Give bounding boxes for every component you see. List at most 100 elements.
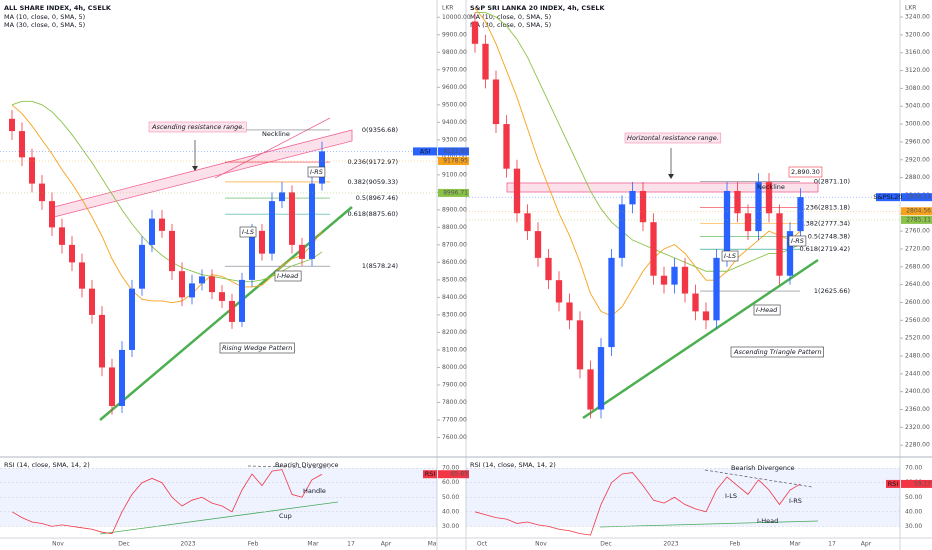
y-tick-label: 7800.00 <box>442 399 467 406</box>
y-tick-label: 7600.00 <box>442 434 467 441</box>
candle-body <box>503 124 510 169</box>
annotation-box <box>219 342 295 354</box>
candle-body <box>139 244 145 289</box>
x-tick-label: Feb <box>730 541 741 548</box>
rsi-annotation: Bearish Divergence <box>275 461 339 469</box>
y-tick-label: 2720.00 <box>905 245 930 252</box>
y-tick-label: 9800.00 <box>442 49 467 56</box>
rsi-tick-label: 60.00 <box>442 479 459 486</box>
candle-body <box>179 271 185 298</box>
candle-body <box>576 320 584 370</box>
indicator-label: MA (30, close, 0, SMA, 5) <box>470 21 551 29</box>
rsi-tag-value: 65.85 <box>451 471 468 478</box>
y-tick-label: 9900.00 <box>442 31 467 38</box>
candle-body <box>259 230 265 254</box>
y-tick-label: 8400.00 <box>442 294 467 301</box>
candle-body <box>249 230 255 280</box>
candle-body <box>566 302 573 321</box>
y-tick-label: 3040.00 <box>905 103 930 110</box>
candle-body <box>660 275 668 285</box>
rsi-annotation: I-Head <box>757 517 778 525</box>
rsi-tag <box>438 470 469 479</box>
candle-body <box>513 168 521 214</box>
candle-body <box>482 43 489 80</box>
annotation: Neckline <box>262 130 290 138</box>
price-tag-value: 2785.11 <box>906 216 931 223</box>
y-tick-label: 9300.00 <box>442 136 467 143</box>
y-tick-label: 9100.00 <box>442 171 467 178</box>
moving-average <box>11 100 323 283</box>
candle-body <box>269 201 275 254</box>
rsi-annotation: I-LS <box>725 492 737 500</box>
divergence-line <box>704 469 813 488</box>
price-tag <box>901 207 932 216</box>
candle-body <box>597 347 605 410</box>
fib-label: 1(8578.24) <box>362 262 398 270</box>
divergence-line <box>247 465 331 469</box>
price-tag <box>438 147 469 156</box>
fib-label: 0.382(2777.34) <box>799 219 850 227</box>
rsi-tick-label: 50.00 <box>905 494 922 501</box>
annotation: Horizontal resistance range. <box>627 134 719 142</box>
rsi-tag <box>901 479 932 488</box>
y-tick-label: 2400.00 <box>905 388 930 395</box>
y-tick-label: 2760.00 <box>905 228 930 235</box>
rsi-tick-label: 70.00 <box>442 465 459 472</box>
y-tick-label: 2440.00 <box>905 370 930 377</box>
x-tick-label: Nov <box>535 541 547 548</box>
annotation-box <box>788 166 823 178</box>
y-tick-label: 3000.00 <box>905 121 930 128</box>
y-tick-label: 2560.00 <box>905 317 930 324</box>
candle-body <box>49 201 55 228</box>
y-tick-label: 2520.00 <box>905 335 930 342</box>
candle-body <box>289 192 295 245</box>
tag-name-text: ASI <box>420 147 431 155</box>
candle-body <box>765 182 773 214</box>
candle-body <box>89 288 95 315</box>
x-tick-label: Mar <box>789 541 801 548</box>
rsi-tick-label: 30.00 <box>905 523 922 530</box>
rsi-trendline <box>99 501 339 535</box>
resistance-range <box>506 182 819 193</box>
neckline <box>214 117 331 179</box>
indicator-label: MA (10, close, 0, SMA, 5) <box>470 13 551 21</box>
y-tick-label: 2600.00 <box>905 299 930 306</box>
y-tick-label: 2480.00 <box>905 352 930 359</box>
candle-body <box>279 192 285 202</box>
x-tick-label: Apr <box>381 541 392 548</box>
y-tick-label: 2320.00 <box>905 424 930 431</box>
x-tick-label: Ma <box>428 541 437 548</box>
candle-body <box>169 230 175 272</box>
candle-body <box>608 257 615 348</box>
annotation-box <box>307 166 326 178</box>
rsi-title: RSI (14, close, SMA, 14, 2) <box>470 461 556 469</box>
rsi-tag-value: 59.17 <box>914 480 931 487</box>
y-tick-label: 9500.00 <box>442 101 467 108</box>
candle-body <box>109 367 115 406</box>
candle-body <box>299 244 305 259</box>
candle-body <box>618 204 626 258</box>
fib-label: 0.618(8875.60) <box>347 210 398 218</box>
rsi-tick-label: 70.00 <box>905 465 922 472</box>
candle-body <box>534 231 542 258</box>
rsi-tag-name-text: RSI <box>888 480 899 488</box>
y-tick-label: 9700.00 <box>442 66 467 73</box>
price-tag <box>438 157 469 166</box>
axis-unit: LKR <box>905 5 916 12</box>
chart-title: ALL SHARE INDEX, 4h, CSELK <box>4 4 112 12</box>
arrow-head <box>668 174 674 179</box>
candle-body <box>189 283 195 298</box>
candle-body <box>492 79 500 125</box>
y-tick-label: 7900.00 <box>442 381 467 388</box>
annotation: Ascending Triangle Pattern <box>733 348 822 356</box>
candle-body <box>219 292 225 301</box>
rsi-annotation: Bearish Divergence <box>731 464 795 472</box>
support-line <box>582 258 819 420</box>
candle-body <box>209 276 215 293</box>
moving-average <box>475 12 801 272</box>
annotation: I-LS <box>242 228 254 236</box>
y-tick-label: 8100.00 <box>442 346 467 353</box>
candle-body <box>119 349 125 406</box>
y-tick-label: 8000.00 <box>442 364 467 371</box>
candle-body <box>587 369 594 410</box>
